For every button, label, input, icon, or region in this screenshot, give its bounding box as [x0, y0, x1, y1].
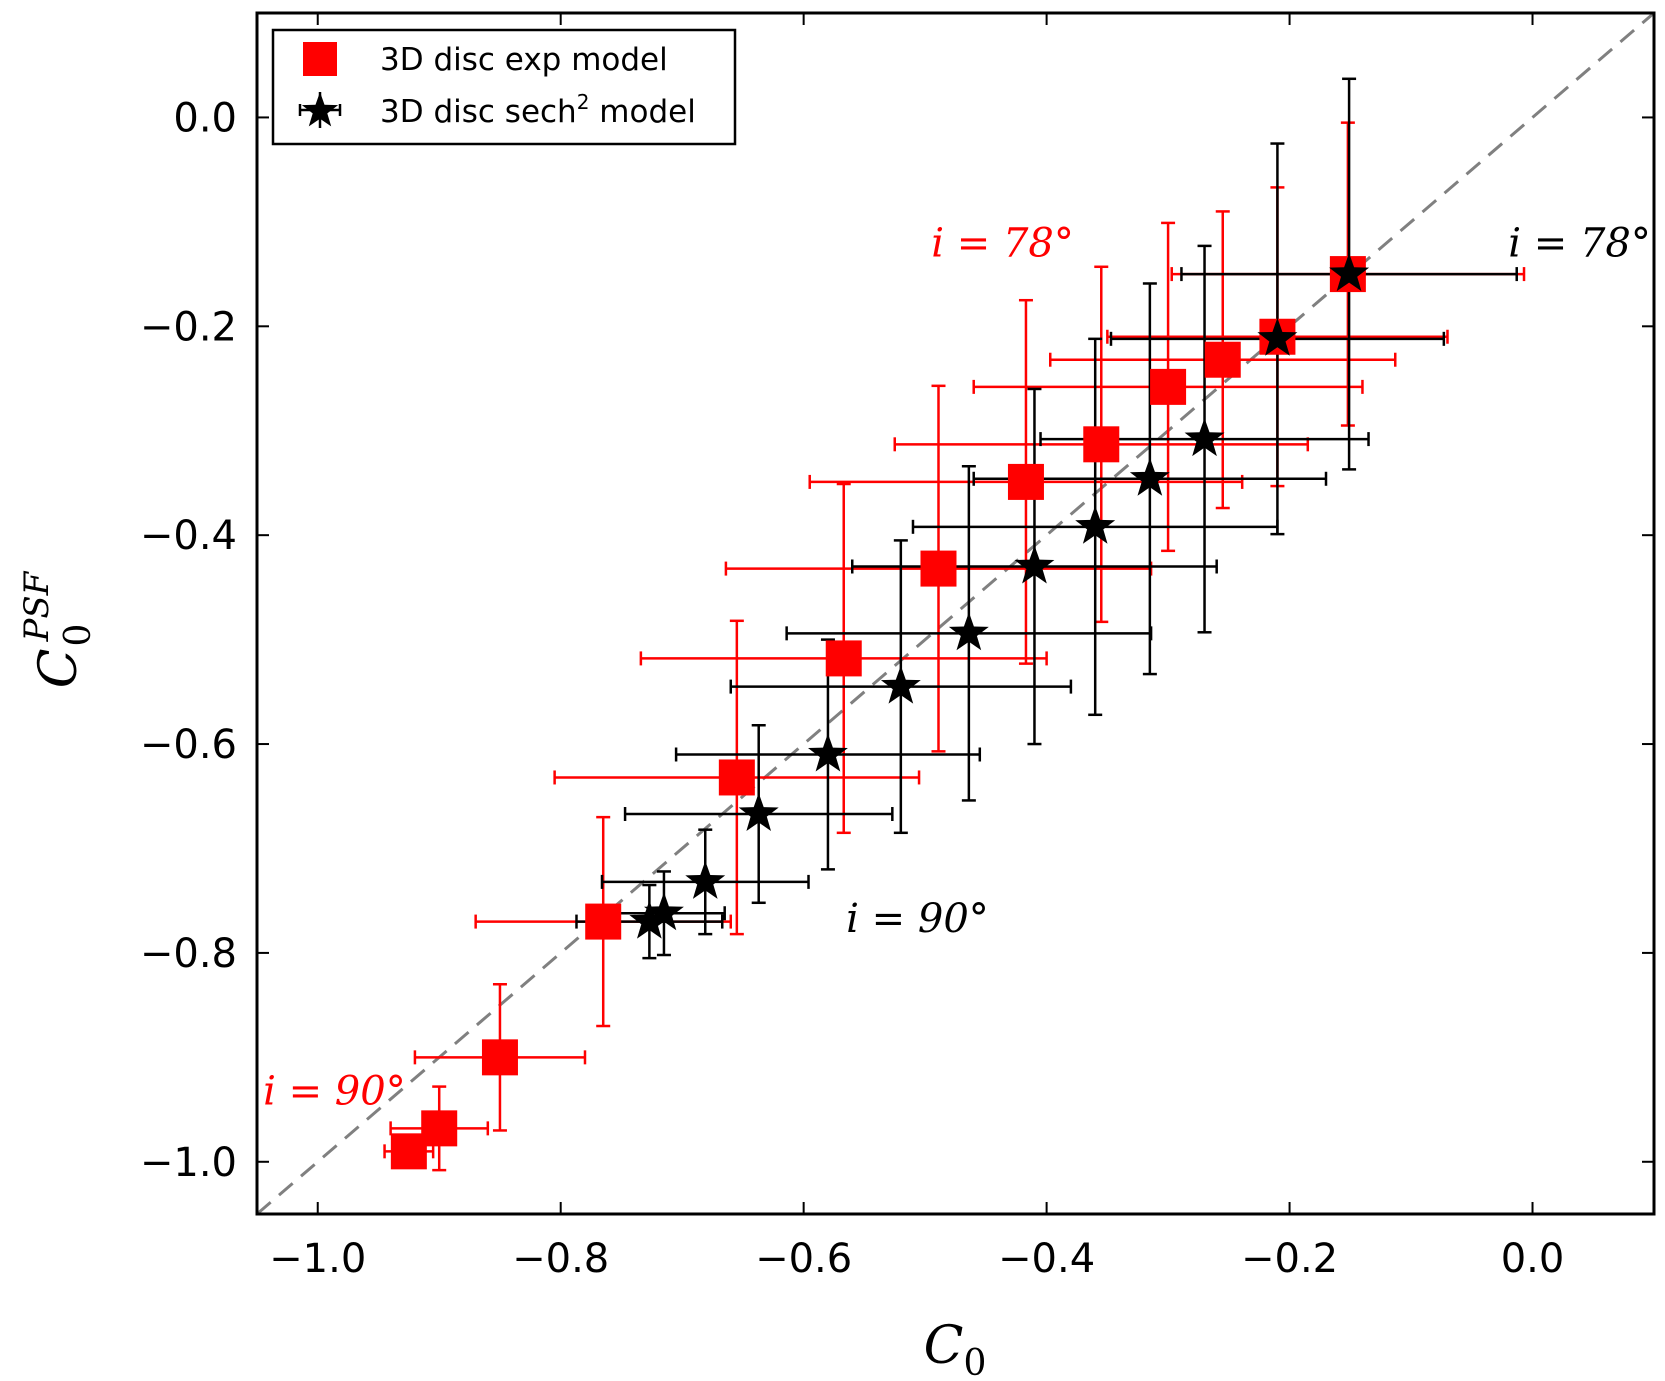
exp-model-square-point	[825, 640, 862, 677]
sech2-model-star-point	[1257, 317, 1298, 356]
x-tick-label: 0.0	[1501, 1236, 1565, 1282]
exp-model-square-point	[920, 550, 957, 587]
y-tick-label: −0.8	[140, 931, 237, 977]
markers-layer	[390, 253, 1370, 1170]
x-tick-label: −0.4	[998, 1236, 1095, 1282]
reference-line-layer	[256, 11, 1655, 1216]
sech2-model-star-point	[738, 793, 779, 831]
sech2-model-star-point	[644, 892, 684, 931]
sech2-model-star-point	[1329, 253, 1370, 292]
x-axis-title: C0	[924, 1316, 987, 1381]
sech2-model-star-point	[1075, 505, 1116, 544]
sech2-model-star-point	[1184, 418, 1225, 457]
legend-entry-sech2: 3D disc sech2 model	[298, 90, 696, 130]
sech2-model-star-point	[685, 860, 726, 899]
y-axis-title: C0PSF	[17, 570, 99, 688]
legend-entry-exp: 3D disc exp model	[303, 42, 668, 78]
legend-label-sech2: 3D disc sech2 model	[380, 90, 696, 130]
sech2-model-star-point	[880, 665, 921, 704]
x-tick-label: −0.8	[512, 1236, 609, 1282]
x-tick-label: −0.2	[1241, 1236, 1338, 1282]
y-tick-label: −0.4	[140, 513, 237, 559]
exp-model-square-point	[1007, 463, 1044, 500]
legend: 3D disc exp model 3D disc sech2 model	[271, 28, 737, 146]
sech2-model-star-point	[1129, 457, 1170, 496]
exp-model-square-point	[718, 759, 755, 796]
sech2-model-star-point	[808, 733, 848, 772]
legend-label-exp: 3D disc exp model	[380, 42, 668, 78]
sech2-model-star-point	[1014, 545, 1055, 584]
exp-model-square-point	[421, 1110, 458, 1147]
y-tick-label: 0.0	[173, 95, 237, 141]
exp-model-square-point	[390, 1133, 427, 1170]
x-tick-label: −1.0	[269, 1236, 366, 1282]
legend-star-marker	[301, 92, 339, 127]
exp-model-square-point	[481, 1039, 518, 1076]
exp-model-square-point	[1150, 368, 1187, 405]
y-tick-label: −1.0	[140, 1140, 237, 1186]
plot-frame	[255, 11, 1656, 1216]
legend-square-marker	[303, 42, 337, 76]
inclination-annotation: i = 78°	[1508, 220, 1651, 266]
y-tick-label: −0.2	[140, 304, 237, 350]
sech2-model-star-point	[948, 612, 989, 651]
exp-model-square-point	[1083, 426, 1120, 463]
inclination-annotation: i = 90°	[846, 896, 989, 942]
reference-diagonal-line	[256, 11, 1655, 1216]
ticks-layer: −1.0 −0.8 −0.6 −0.4 −0.2 0.0 −1.0 −0.8 −0.6 −0.4 −…	[140, 13, 1654, 1282]
sech2-model-star-point	[629, 900, 670, 939]
x-tick-label: −0.6	[755, 1236, 852, 1282]
exp-model-square-point	[1204, 341, 1241, 378]
legend-frame	[271, 28, 737, 146]
annotations-layer: i = 78° i = 78° i = 90° i = 90°	[263, 220, 1651, 1114]
exp-model-square-point	[585, 903, 622, 940]
y-tick-label: −0.6	[140, 722, 237, 768]
svg-text:C0PSF: C0PSF	[17, 570, 99, 688]
inclination-annotation: i = 78°	[931, 220, 1074, 266]
inclination-annotation: i = 90°	[263, 1068, 406, 1114]
